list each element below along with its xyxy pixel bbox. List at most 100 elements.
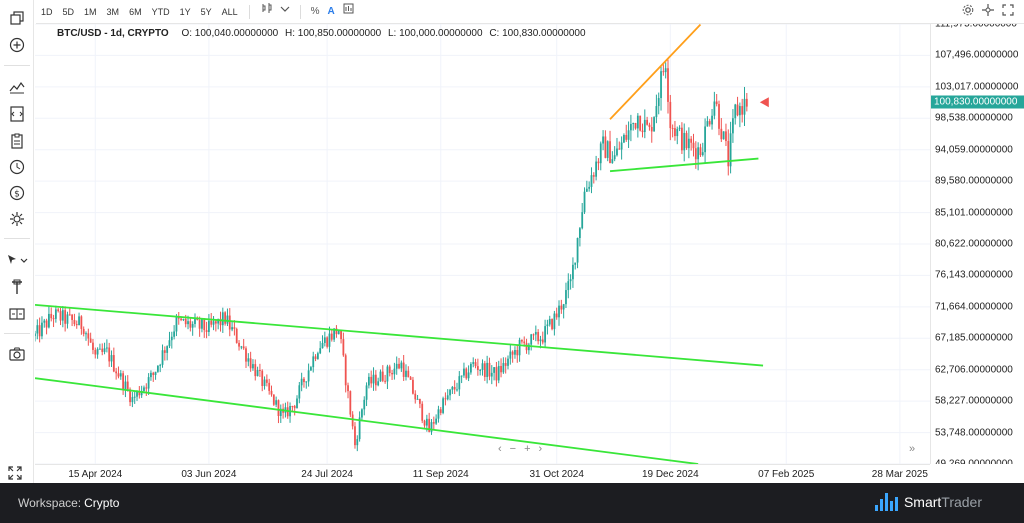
candle-body <box>532 334 535 336</box>
zoom-in-button[interactable]: + <box>524 443 531 455</box>
range-6m-button[interactable]: 6M <box>129 6 142 17</box>
crosshair-icon[interactable] <box>978 0 998 24</box>
range-1m-button[interactable]: 1M <box>84 6 97 17</box>
measure-icon[interactable] <box>8 278 26 296</box>
scroll-right-button[interactable]: › <box>538 443 543 455</box>
candle-body <box>36 325 39 334</box>
candle-body <box>609 141 611 164</box>
zoom-out-button[interactable]: − <box>509 443 517 455</box>
candle-body <box>678 127 681 129</box>
candle-body <box>161 350 164 365</box>
cursor-icon[interactable] <box>4 251 30 269</box>
candle-body <box>704 126 706 153</box>
trendline-green <box>35 303 764 367</box>
range-5d-button[interactable]: 5D <box>62 6 75 17</box>
candle-body <box>493 367 495 373</box>
clone-icon[interactable] <box>8 9 26 27</box>
toolbar-right-group <box>958 0 1018 24</box>
price-chart[interactable] <box>35 24 930 464</box>
candle-body <box>256 369 259 377</box>
dollar-icon[interactable]: $ <box>8 184 26 202</box>
scroll-left-button[interactable]: ‹ <box>498 443 502 455</box>
candle-body <box>551 319 553 330</box>
candle-body <box>349 391 352 415</box>
candle-body <box>335 328 338 335</box>
candle-body <box>581 212 584 229</box>
script-icon[interactable] <box>8 105 26 123</box>
chart-canvas[interactable]: BTC/USD - 1d, CRYPTO O: 100,040.00000000… <box>35 24 930 464</box>
percent-icon[interactable]: % <box>310 5 320 17</box>
candle-body <box>68 314 71 316</box>
add-icon[interactable] <box>8 36 26 54</box>
candle-body <box>35 333 36 337</box>
range-3m-button[interactable]: 3M <box>106 6 120 17</box>
candle-body <box>544 326 547 343</box>
range-1y-button[interactable]: 1Y <box>179 6 191 17</box>
candle-body <box>228 315 231 330</box>
candle-body <box>156 365 159 372</box>
price-axis-label: 85,101.00000000 <box>935 207 1013 219</box>
candle-body <box>233 327 236 329</box>
compare-icon[interactable] <box>276 0 294 24</box>
candle-body <box>727 141 730 167</box>
candle-body <box>136 391 138 397</box>
candle-body <box>112 355 115 372</box>
candle-body <box>340 330 342 340</box>
fullscreen-icon[interactable] <box>998 0 1018 24</box>
candle-body <box>741 106 744 115</box>
time-axis-label: 24 Jul 2024 <box>301 469 353 480</box>
price-axis-label: 94,059.00000000 <box>935 144 1013 156</box>
candle-body <box>537 332 540 342</box>
candle-body <box>671 128 674 130</box>
templates-icon[interactable] <box>8 132 26 150</box>
price-axis-label: 71,664.00000000 <box>935 301 1013 313</box>
workspace-name: Crypto <box>84 496 120 510</box>
range-1d-button[interactable]: 1D <box>41 6 53 17</box>
candle-body <box>713 101 716 116</box>
workspace-indicator[interactable]: Workspace: Crypto <box>18 496 119 510</box>
candle-body <box>361 409 363 418</box>
candle-body <box>377 381 380 386</box>
candle-body <box>578 228 581 238</box>
compare-panels-icon[interactable] <box>8 305 26 323</box>
range-all-button[interactable]: ALL <box>221 6 238 17</box>
candle-body <box>187 321 189 325</box>
candle-body <box>126 381 129 390</box>
candle-body <box>500 365 502 373</box>
candle-body <box>379 371 382 382</box>
time-axis[interactable]: 15 Apr 2024 03 Jun 2024 24 Jul 2024 11 Sep … <box>35 464 930 483</box>
candle-body <box>715 101 718 105</box>
indicators-icon[interactable] <box>8 78 26 96</box>
range-ytd-button[interactable]: YTD <box>151 6 170 17</box>
expand-icon[interactable] <box>8 466 22 483</box>
candle-body <box>201 319 203 329</box>
candle-body <box>307 370 310 382</box>
scroll-to-end-button[interactable]: » <box>909 443 916 455</box>
settings-icon[interactable] <box>958 0 978 24</box>
range-5y-button[interactable]: 5Y <box>200 6 212 17</box>
candle-body <box>129 389 131 403</box>
alert-icon[interactable] <box>8 158 26 176</box>
candle-body <box>398 363 400 369</box>
candle-body <box>402 362 405 377</box>
candle-body <box>293 406 296 409</box>
settings-gear-icon[interactable] <box>8 210 26 228</box>
candle-body <box>189 321 192 328</box>
candle-body <box>451 386 454 390</box>
camera-icon[interactable] <box>8 345 26 363</box>
auto-scale-icon[interactable]: A <box>327 5 335 17</box>
candle-body <box>646 119 649 125</box>
candle-body <box>254 364 257 377</box>
candle-body <box>460 375 463 377</box>
log-scale-icon[interactable] <box>339 0 358 24</box>
candle-body <box>530 334 533 345</box>
brand-logo: Smart Trader <box>874 493 982 511</box>
candle-body <box>89 338 92 343</box>
candle-body <box>657 98 660 107</box>
chart-type-icon[interactable] <box>256 0 276 24</box>
candle-body <box>337 330 340 335</box>
price-axis[interactable]: 111,975.00000000 107,496.00000000 103,017.… <box>930 24 1024 464</box>
candle-body <box>676 128 679 137</box>
candle-body <box>48 313 50 328</box>
candle-body <box>150 372 152 378</box>
